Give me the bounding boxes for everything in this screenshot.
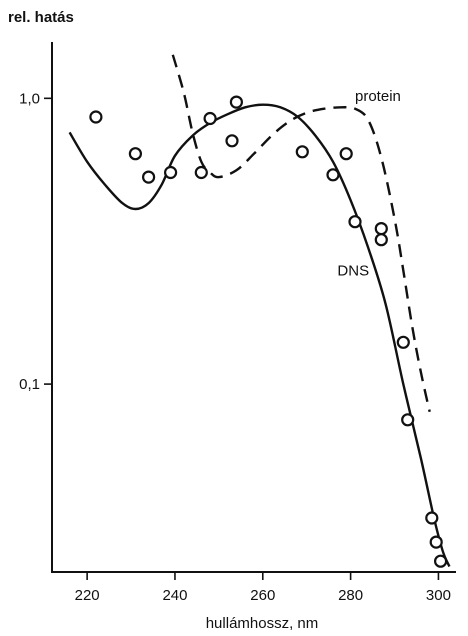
ticks-layer: 220 240 260 280 300 1,0 0,1	[19, 90, 451, 604]
annotation-dns: DNS	[337, 262, 369, 279]
data-point-16	[401, 413, 415, 427]
x-tick-label-240: 240	[162, 587, 187, 604]
data-point-9	[295, 145, 309, 159]
y-axis-title: rel. hatás	[8, 9, 74, 26]
data-point-12	[348, 215, 362, 229]
y-tick-label-1: 1,0	[19, 90, 40, 107]
data-point-11	[339, 147, 353, 161]
data-point-13	[374, 222, 388, 236]
y-tick-label-2: 0,1	[19, 376, 40, 393]
data-point-10	[326, 168, 340, 182]
annotation-protein: protein	[355, 88, 401, 105]
x-tick-label-220: 220	[75, 587, 100, 604]
points-layer	[89, 95, 448, 568]
data-point-4	[164, 165, 178, 180]
data-point-18	[429, 535, 443, 549]
data-point-1	[89, 110, 103, 124]
x-tick-label-300: 300	[426, 587, 451, 604]
protein-curve	[171, 54, 431, 413]
data-point-17	[425, 511, 439, 525]
x-tick-label-260: 260	[250, 587, 275, 604]
x-axis-title: hullámhossz, nm	[206, 615, 319, 632]
data-point-14	[374, 233, 388, 247]
data-point-2	[128, 147, 142, 161]
x-tick-label-280: 280	[338, 587, 363, 604]
axes-frame	[51, 42, 456, 573]
data-point-5	[194, 165, 208, 180]
data-point-15	[396, 335, 410, 349]
annotations-layer: protein DNS	[337, 88, 400, 280]
data-point-8	[229, 95, 243, 109]
data-point-6	[203, 111, 217, 126]
curves-layer	[68, 54, 451, 567]
data-point-19	[434, 554, 448, 568]
data-point-7	[225, 134, 239, 148]
dns-curve	[68, 103, 451, 567]
data-point-3	[142, 170, 156, 184]
